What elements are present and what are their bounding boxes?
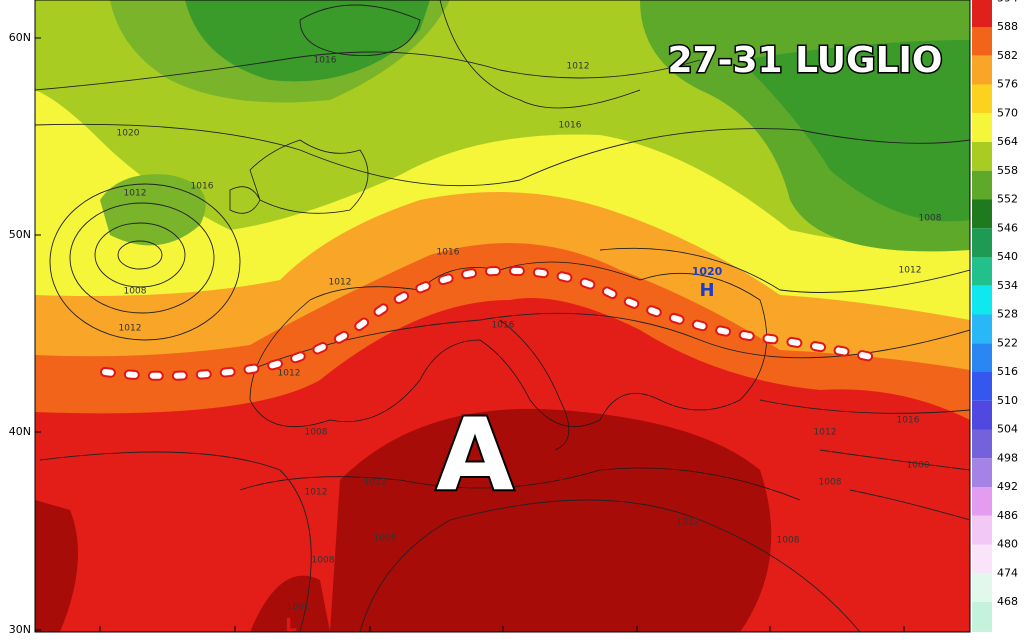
isobar-labels: 1016 1012 1020 1012 1016 1008 1012 1016 1012 1016… — [117, 56, 942, 613]
high-pressure-label: A — [436, 396, 513, 513]
colorbar-label: 522 — [997, 336, 1018, 349]
latitude-label: 50N — [9, 228, 31, 241]
field-594 — [35, 500, 78, 632]
colorbar-swatch — [972, 372, 992, 401]
isobar-label: 1008 — [124, 287, 147, 297]
isobar-label: 1012 — [899, 266, 922, 276]
colorbar-label: 516 — [997, 365, 1018, 378]
colorbar-swatch — [972, 285, 992, 315]
field-552 — [740, 40, 970, 222]
colorbar-label: 492 — [997, 480, 1018, 493]
colorbar-swatch — [972, 27, 992, 56]
isobar-label: 1012 — [119, 324, 142, 334]
field-594 — [250, 575, 330, 632]
coastlines — [229, 0, 801, 501]
isobar-label: 1012 — [364, 478, 387, 488]
isobar-label: 1016 — [897, 416, 920, 426]
colorbar-swatch — [972, 142, 992, 171]
colorbar-label: 534 — [997, 279, 1018, 292]
isobar-label: 1008 — [819, 478, 842, 488]
isobar-label: 1008 — [777, 536, 800, 546]
colorbar-swatch — [972, 314, 992, 344]
high-pressure-symbol: H — [699, 280, 714, 301]
isobar-label: 1012 — [305, 488, 328, 498]
isobar-label: 1012 — [567, 62, 590, 72]
isobar-label: 1016 — [314, 56, 337, 66]
isobar-label: 1012 — [677, 518, 700, 528]
colorbar-label: 504 — [997, 423, 1018, 436]
isobars — [35, 4, 970, 632]
isobar-label: 1016 — [437, 248, 460, 258]
isobar-label: 1020 — [117, 129, 140, 139]
high-pressure-value: 1020 — [692, 265, 723, 278]
isobar-label: 1008 — [312, 556, 335, 566]
colorbar-swatch — [972, 84, 992, 114]
isobar-label: 1012 — [814, 428, 837, 438]
colorbar-swatch — [972, 429, 992, 459]
latitude-label: 40N — [9, 425, 31, 438]
colorbar-swatch — [972, 0, 992, 27]
colorbar-swatch — [972, 602, 992, 631]
isobar-label: 1008 — [919, 214, 942, 224]
colorbar-label: 564 — [997, 135, 1018, 148]
isobar-label: 1016 — [492, 321, 515, 331]
colorbar-swatch — [972, 257, 992, 286]
colorbar-swatch — [972, 487, 992, 516]
isobar-label: 1000 — [907, 461, 930, 471]
latitude-label: 30N — [9, 623, 31, 636]
axis-ticks — [35, 37, 905, 632]
colorbar-swatch — [972, 630, 992, 632]
colorbar-swatch — [972, 544, 992, 574]
colorbar-label: 582 — [997, 49, 1018, 62]
colorbar-label: 510 — [997, 394, 1018, 407]
colorbar-swatch — [972, 458, 992, 487]
colorbar-label: 468 — [997, 595, 1018, 608]
map-title: 27-31 LUGLIO — [667, 40, 942, 81]
colorbar-swatch — [972, 113, 992, 142]
colorbar-label: 588 — [997, 20, 1018, 33]
colorbar-label: 540 — [997, 250, 1018, 263]
colorbar-label: 570 — [997, 106, 1018, 119]
field-594 — [330, 408, 772, 632]
isobar-label: 1016 — [559, 121, 582, 131]
colorbar-swatch — [972, 228, 992, 257]
latitude-label: 60N — [9, 31, 31, 44]
isobar-label: 1001 — [287, 603, 310, 613]
isobar-label: 1012 — [329, 278, 352, 288]
colorbar-swatch — [972, 199, 992, 229]
field-564 — [100, 174, 206, 246]
colorbar-label: 546 — [997, 221, 1018, 234]
colorbar-label: 480 — [997, 538, 1018, 551]
colorbar-swatch — [972, 400, 992, 430]
colorbar-swatch — [972, 343, 992, 372]
colorbar-label: 528 — [997, 308, 1018, 321]
isobar-label: 1012 — [278, 369, 301, 379]
isobar-label: 1016 — [191, 182, 214, 192]
colorbar: 594 588 582 576 570 564 558 552 546 540 534 528 522 5… — [972, 0, 1018, 632]
colorbar-label: 558 — [997, 164, 1018, 177]
field-552 — [185, 0, 430, 82]
colorbar-label: 474 — [997, 566, 1018, 579]
map-fields — [35, 0, 970, 632]
colorbar-label: 498 — [997, 451, 1018, 464]
low-pressure-symbol: L — [285, 615, 296, 636]
colorbar-label: 486 — [997, 509, 1018, 522]
isobar-label: 1008 — [374, 534, 397, 544]
colorbar-label: 552 — [997, 193, 1018, 206]
colorbar-swatch — [972, 573, 992, 602]
colorbar-label: 594 — [997, 0, 1018, 4]
colorbar-swatch — [972, 170, 992, 200]
isobar-label: 1012 — [124, 189, 147, 199]
colorbar-swatch — [972, 55, 992, 85]
isobar-label: 1008 — [305, 428, 328, 438]
colorbar-label: 576 — [997, 78, 1018, 91]
jet-stream-line — [102, 267, 888, 379]
colorbar-swatch — [972, 515, 992, 545]
